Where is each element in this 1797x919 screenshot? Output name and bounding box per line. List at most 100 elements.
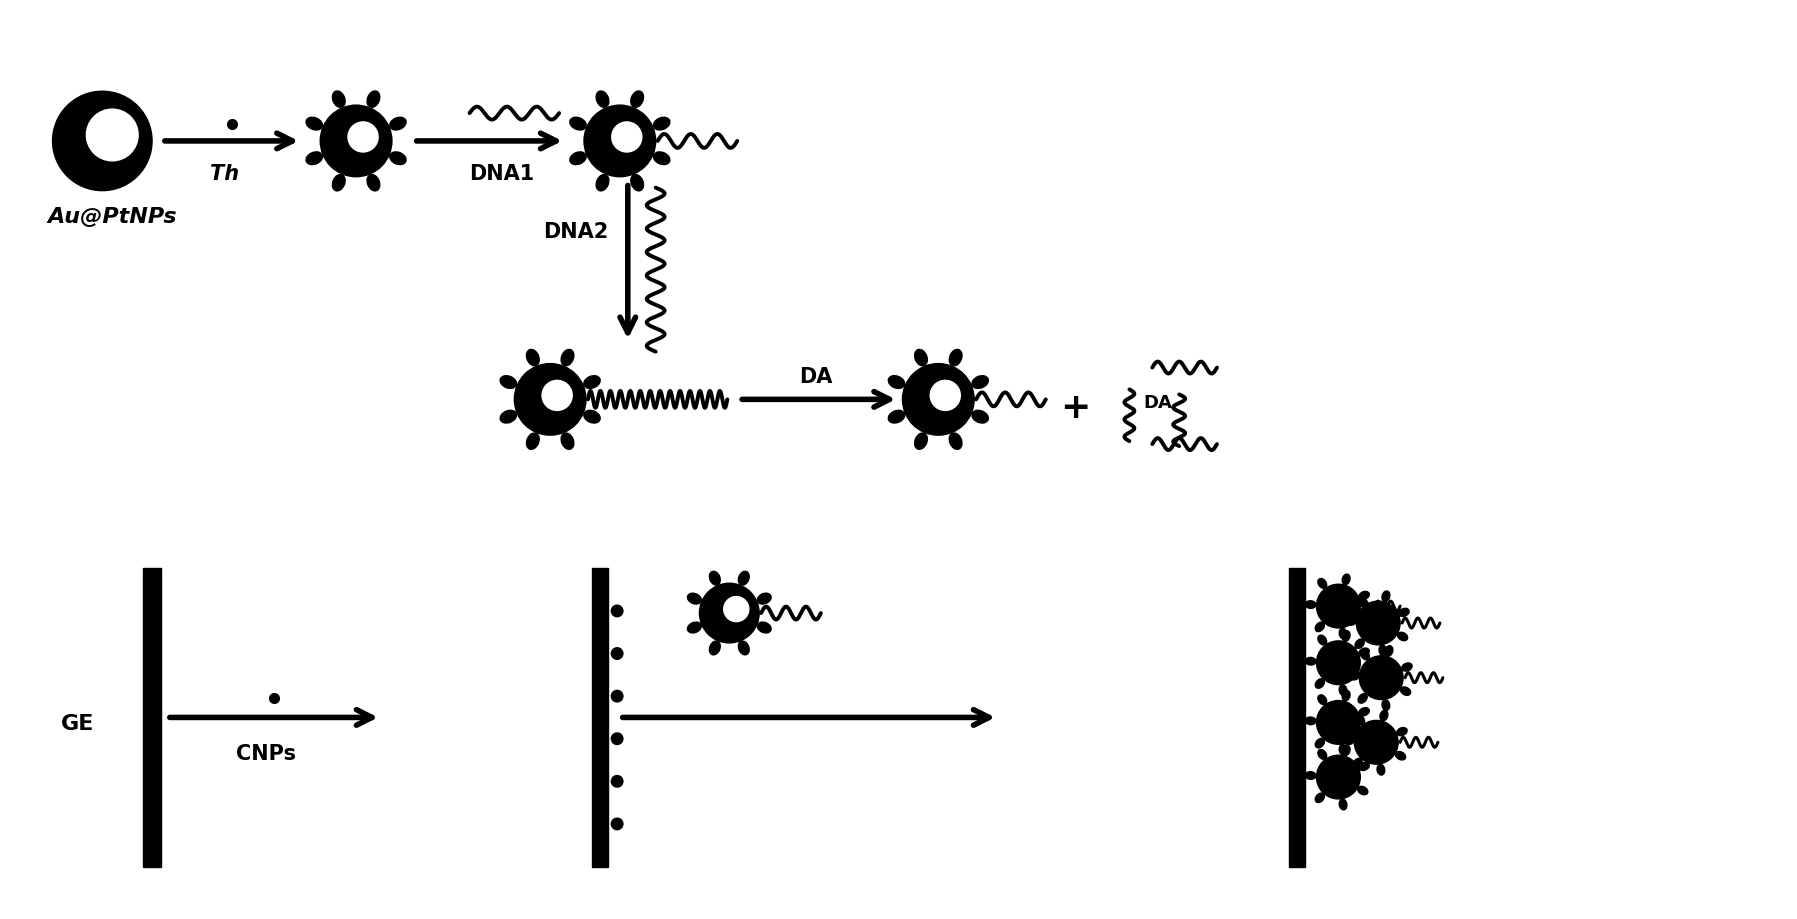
Circle shape — [611, 123, 642, 153]
Ellipse shape — [757, 622, 771, 633]
Ellipse shape — [1359, 592, 1369, 600]
Ellipse shape — [1396, 752, 1405, 760]
Ellipse shape — [1355, 715, 1364, 725]
Ellipse shape — [527, 350, 539, 367]
Circle shape — [611, 818, 624, 830]
Ellipse shape — [1377, 765, 1385, 776]
Ellipse shape — [1305, 658, 1315, 665]
Circle shape — [611, 776, 624, 788]
Ellipse shape — [1305, 772, 1315, 779]
Ellipse shape — [584, 411, 600, 424]
Text: DA: DA — [1143, 394, 1172, 412]
Ellipse shape — [1396, 728, 1407, 736]
Ellipse shape — [367, 92, 379, 108]
Ellipse shape — [1359, 763, 1369, 771]
Ellipse shape — [972, 376, 988, 389]
Circle shape — [699, 584, 758, 643]
Bar — [591, 569, 607, 867]
Text: Au@PtNPs: Au@PtNPs — [47, 207, 178, 227]
Circle shape — [902, 364, 974, 436]
Circle shape — [1317, 755, 1360, 799]
Ellipse shape — [915, 434, 927, 449]
Ellipse shape — [888, 411, 904, 424]
Ellipse shape — [949, 434, 961, 449]
Ellipse shape — [1359, 673, 1368, 681]
Ellipse shape — [527, 434, 539, 449]
Ellipse shape — [1400, 687, 1411, 696]
Ellipse shape — [1315, 622, 1324, 632]
Circle shape — [611, 606, 624, 617]
Ellipse shape — [739, 641, 749, 655]
Ellipse shape — [915, 350, 927, 367]
Ellipse shape — [1348, 673, 1359, 680]
Circle shape — [1355, 720, 1398, 765]
Ellipse shape — [1378, 645, 1387, 656]
Ellipse shape — [1317, 750, 1326, 759]
Text: CNPs: CNPs — [235, 743, 297, 764]
Bar — [1288, 569, 1305, 867]
Text: Th: Th — [210, 164, 239, 184]
Ellipse shape — [584, 376, 600, 389]
Ellipse shape — [1315, 739, 1324, 748]
Ellipse shape — [1359, 616, 1368, 624]
Ellipse shape — [1317, 695, 1326, 705]
Ellipse shape — [757, 594, 771, 605]
Ellipse shape — [654, 119, 670, 130]
Circle shape — [1317, 701, 1360, 744]
Ellipse shape — [390, 119, 406, 130]
Ellipse shape — [1359, 732, 1368, 741]
Ellipse shape — [1359, 596, 1366, 606]
Ellipse shape — [1398, 632, 1407, 641]
Ellipse shape — [1359, 648, 1369, 656]
Ellipse shape — [1342, 745, 1350, 755]
Ellipse shape — [570, 119, 586, 130]
Ellipse shape — [305, 119, 322, 130]
Circle shape — [349, 123, 377, 153]
Circle shape — [543, 381, 571, 411]
Ellipse shape — [390, 153, 406, 165]
Ellipse shape — [1317, 579, 1326, 589]
Ellipse shape — [1315, 793, 1324, 802]
Ellipse shape — [631, 92, 643, 108]
Circle shape — [514, 364, 586, 436]
Ellipse shape — [710, 641, 721, 655]
Ellipse shape — [1339, 800, 1348, 810]
Ellipse shape — [688, 622, 701, 633]
Ellipse shape — [1305, 717, 1315, 725]
Ellipse shape — [1339, 686, 1348, 696]
Ellipse shape — [739, 572, 749, 585]
Ellipse shape — [631, 176, 643, 192]
Ellipse shape — [654, 153, 670, 165]
Ellipse shape — [688, 594, 701, 605]
Circle shape — [584, 106, 656, 177]
Ellipse shape — [1342, 574, 1350, 585]
Ellipse shape — [1359, 708, 1369, 716]
Ellipse shape — [1360, 651, 1369, 660]
Ellipse shape — [561, 350, 573, 367]
Ellipse shape — [597, 92, 609, 108]
Text: DNA2: DNA2 — [543, 222, 609, 242]
Circle shape — [931, 381, 960, 411]
Circle shape — [1317, 641, 1360, 685]
Ellipse shape — [367, 176, 379, 192]
Circle shape — [611, 733, 624, 744]
Ellipse shape — [1355, 640, 1364, 649]
Circle shape — [1317, 584, 1360, 629]
Ellipse shape — [1353, 758, 1362, 768]
Ellipse shape — [710, 572, 721, 585]
Ellipse shape — [561, 434, 573, 449]
Circle shape — [1359, 656, 1403, 699]
Ellipse shape — [332, 92, 345, 108]
Text: GE: GE — [61, 713, 93, 733]
Circle shape — [320, 106, 392, 177]
Text: DA: DA — [800, 367, 832, 387]
Ellipse shape — [305, 153, 322, 165]
Circle shape — [611, 648, 624, 660]
Ellipse shape — [1380, 710, 1387, 721]
Circle shape — [1357, 601, 1400, 645]
Ellipse shape — [1382, 700, 1389, 710]
Ellipse shape — [1359, 787, 1368, 795]
Text: DNA1: DNA1 — [469, 164, 536, 184]
Ellipse shape — [1315, 679, 1324, 688]
Ellipse shape — [500, 411, 516, 424]
